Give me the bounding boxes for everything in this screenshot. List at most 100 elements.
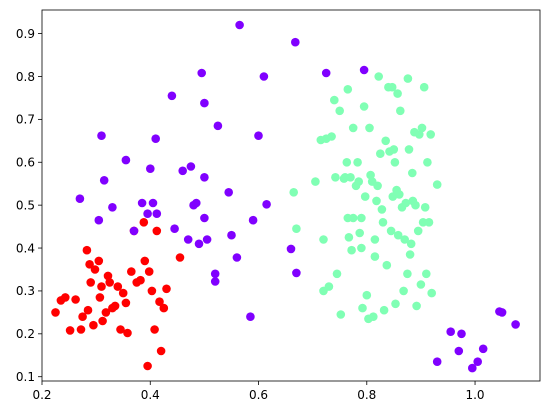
axes-frame <box>41 9 541 382</box>
y-tick-label: 0.9 <box>16 27 35 41</box>
scatter-point <box>175 253 185 262</box>
scatter-point <box>152 209 162 218</box>
scatter-point <box>82 245 92 255</box>
scatter-point <box>259 72 269 81</box>
scatter-point <box>200 98 209 108</box>
scatter-point <box>417 123 427 133</box>
scatter-point <box>86 278 95 287</box>
y-tick-label: 0.5 <box>16 198 35 212</box>
scatter-point <box>156 346 166 356</box>
scatter-point <box>343 85 353 94</box>
scatter-point <box>377 205 387 214</box>
scatter-point <box>415 130 424 139</box>
scatter-point <box>159 303 169 313</box>
scatter-point <box>419 82 429 92</box>
scatter-point <box>446 327 456 337</box>
scatter-point <box>147 286 157 296</box>
scatter-point <box>98 316 107 326</box>
scatter-point <box>379 305 389 315</box>
scatter-point <box>85 260 94 269</box>
scatter-point <box>162 284 171 294</box>
scatter-point <box>94 256 104 266</box>
y-tick-label: 0.1 <box>16 370 35 384</box>
scatter-point <box>373 181 382 191</box>
data-points <box>51 20 520 373</box>
scatter-point <box>372 196 381 206</box>
scatter-point <box>324 282 334 291</box>
scatter-point <box>386 226 396 236</box>
scatter-point <box>432 180 442 189</box>
scatter-point <box>144 267 154 276</box>
scatter-point <box>473 357 483 367</box>
scatter-point <box>401 198 411 208</box>
scatter-point <box>355 228 365 238</box>
scatter-point <box>378 218 388 227</box>
scatter-point <box>90 265 100 274</box>
scatter-point <box>146 164 155 173</box>
scatter-point <box>89 320 98 330</box>
scatter-point <box>192 198 201 208</box>
scatter-point <box>151 134 160 143</box>
scatter-point <box>376 149 385 158</box>
scatter-point <box>136 275 145 285</box>
scatter-point <box>183 235 193 244</box>
scatter-point <box>403 74 413 83</box>
scatter-point <box>65 326 75 335</box>
y-tick-label: 0.2 <box>16 327 35 341</box>
scatter-point <box>357 243 366 253</box>
y-axis: 0.1 0.2 0.3 0.4 0.5 0.6 0.7 0.8 0.9 <box>16 27 42 384</box>
scatter-point <box>140 256 150 266</box>
scatter-point <box>346 173 355 182</box>
scatter-point <box>248 215 258 225</box>
scatter-point <box>370 235 380 244</box>
scatter-point <box>416 280 426 289</box>
scatter-point <box>362 290 372 300</box>
scatter-point <box>167 91 177 101</box>
scatter-point <box>391 299 400 309</box>
scatter-point <box>393 89 402 98</box>
scatter-point <box>369 312 378 322</box>
scatter-point <box>365 123 374 133</box>
scatter-point <box>348 213 358 223</box>
scatter-point <box>97 282 106 291</box>
scatter-point <box>393 230 403 240</box>
scatter-point <box>426 130 436 139</box>
scatter-point <box>390 158 400 167</box>
scatter-point <box>121 155 131 165</box>
scatter-point <box>388 192 398 201</box>
scatter-point <box>170 224 179 233</box>
scatter-point <box>227 230 236 240</box>
scatter-point <box>129 226 139 236</box>
scatter-point <box>427 288 437 298</box>
scatter-point <box>348 123 358 133</box>
scatter-point <box>457 329 466 339</box>
x-tick-label: 0.6 <box>249 388 268 402</box>
scatter-point <box>335 106 345 116</box>
scatter-point <box>286 244 296 254</box>
scatter-point <box>478 344 488 354</box>
x-tick-label: 0.8 <box>357 388 376 402</box>
scatter-point <box>75 194 85 203</box>
scatter-point <box>99 176 109 185</box>
scatter-point <box>336 310 346 319</box>
scatter-point <box>342 158 352 167</box>
scatter-point <box>178 166 187 176</box>
scatter-point <box>121 298 131 308</box>
scatter-point <box>194 239 204 249</box>
scatter-point <box>197 68 206 78</box>
scatter-point <box>292 268 301 278</box>
scatter-point <box>83 305 93 315</box>
scatter-point <box>403 269 412 279</box>
scatter-point <box>321 68 331 78</box>
scatter-point <box>116 325 125 334</box>
scatter-point <box>413 226 423 236</box>
scatter-point <box>210 277 220 286</box>
scatter-point <box>423 158 432 167</box>
scatter-point <box>123 328 132 338</box>
scatter-point <box>202 235 212 244</box>
scatter-point <box>78 312 87 322</box>
scatter-point <box>420 203 430 212</box>
scatter-point <box>370 252 380 261</box>
